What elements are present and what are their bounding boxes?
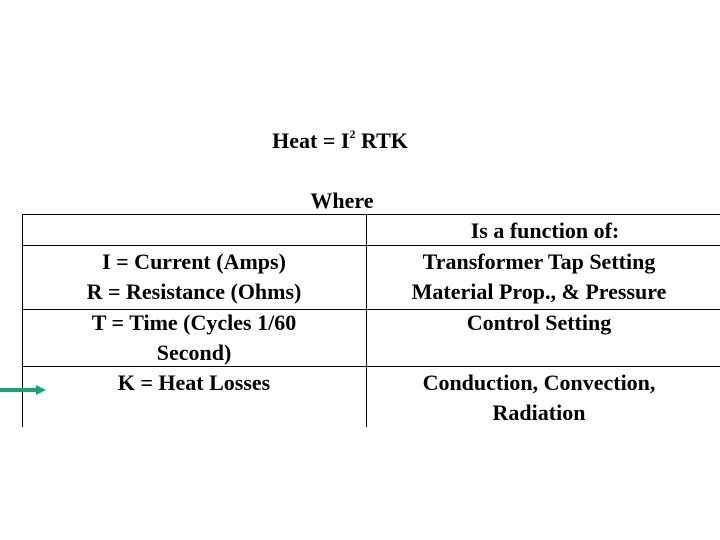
formula-prefix: Heat = I [272, 128, 350, 153]
factor-material-pressure: Material Prop., & Pressure [411, 279, 667, 304]
where-label: Where [310, 188, 374, 213]
factor-radiation: Radiation [492, 400, 586, 425]
header-right-text: Is a function of: [470, 218, 620, 243]
table-row-divider [22, 309, 720, 310]
factor-conduction-convection: Conduction, Convection, [422, 370, 656, 395]
table-row-divider [22, 366, 720, 367]
table-top-border [22, 214, 720, 215]
factor-transformer-tap: Transformer Tap Setting [422, 249, 656, 274]
row-2-left-cell: T = Time (Cycles 1/60 Second) [22, 308, 366, 368]
variable-time-line-1: T = Time (Cycles 1/60 [91, 310, 297, 335]
row-3-right-cell: Conduction, Convection, Radiation [358, 368, 720, 428]
variable-time-line-2: Second) [156, 340, 232, 365]
variable-resistance: R = Resistance (Ohms) [86, 279, 302, 304]
formula-exponent: 2 [349, 127, 356, 141]
table-left-border [22, 214, 23, 427]
heat-formula: Heat = I2 RTK [0, 124, 680, 158]
factor-control-setting: Control Setting [466, 310, 612, 335]
table-column-divider [366, 214, 367, 427]
row-1-left-cell: I = Current (Amps) R = Resistance (Ohms) [22, 247, 366, 307]
right-arrow-icon [0, 385, 46, 395]
variable-heat-losses: K = Heat Losses [117, 370, 271, 395]
row-3-left-cell: K = Heat Losses [22, 368, 366, 398]
table-header-divider [22, 245, 720, 246]
row-1-right-cell: Transformer Tap Setting Material Prop., … [358, 247, 720, 307]
formula-suffix: RTK [355, 128, 408, 153]
arrow-head [36, 385, 46, 395]
variable-current: I = Current (Amps) [102, 249, 286, 274]
row-2-right-cell: Control Setting [358, 308, 720, 338]
header-right-cell: Is a function of: [370, 216, 720, 246]
